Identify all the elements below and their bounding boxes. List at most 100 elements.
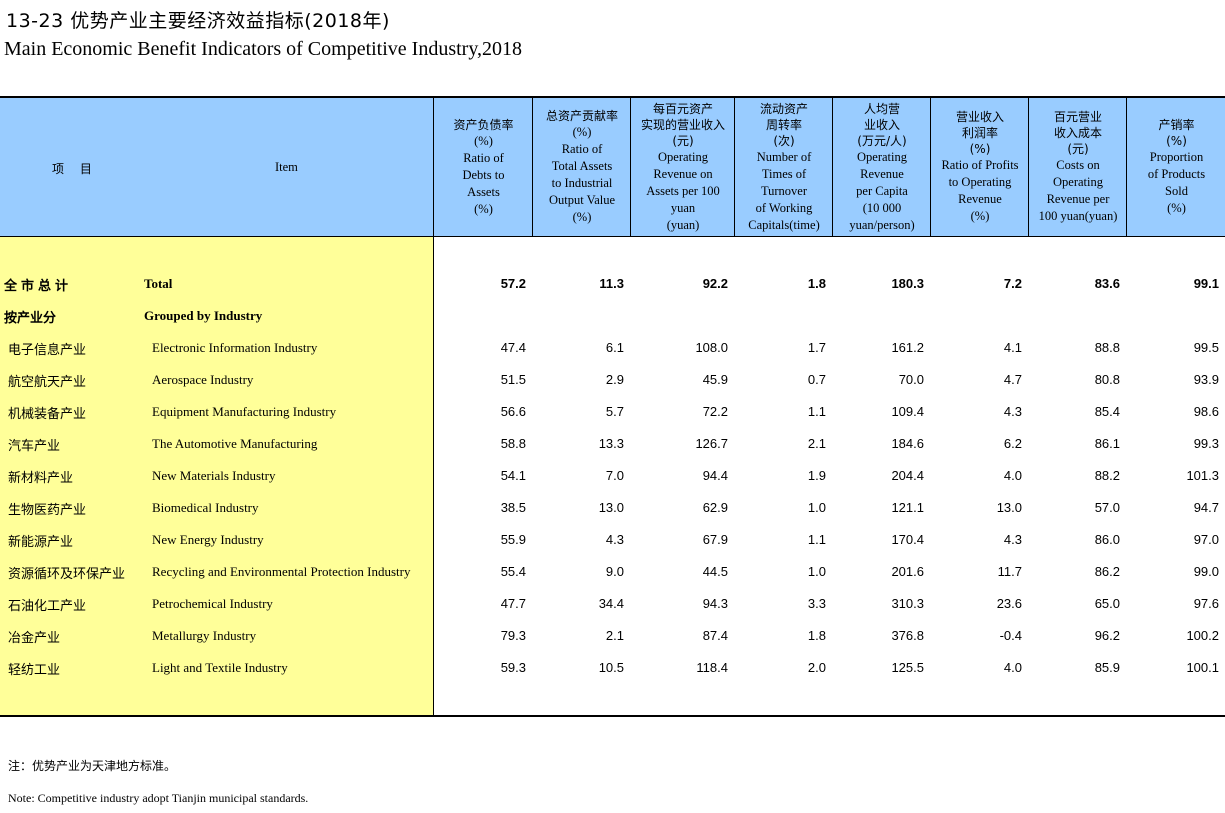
header-col-4-en-line: Times of bbox=[761, 166, 807, 181]
table-top-rule bbox=[0, 96, 1225, 98]
cell-value: 4.3 bbox=[1003, 404, 1022, 419]
header-col-4-en-line: Number of bbox=[756, 149, 812, 164]
row-label-en: Equipment Manufacturing Industry bbox=[152, 404, 337, 419]
header-col-5-en-line: (10 000 bbox=[862, 200, 902, 215]
cell-value: 13.0 bbox=[996, 500, 1022, 515]
header-col-5-cn-line: 人均营 bbox=[863, 101, 900, 116]
cell-value: 100.2 bbox=[1186, 628, 1219, 643]
header-col-2-en-line: Output Value bbox=[548, 193, 616, 207]
header-col-4-cn-line: 流动资产 bbox=[759, 101, 808, 116]
header-col-1-en-line: Debts to bbox=[462, 167, 505, 182]
cell-value: 2.1 bbox=[605, 628, 624, 643]
table-header: 项 目 Item 资产负债率 (%) Ratio of Debts to Assets(… bbox=[0, 98, 1225, 237]
header-col-7-cn-line: (元) bbox=[1067, 142, 1089, 156]
header-col-5: 人均营 业收入 (万元/人) Operating Revenue per Capita (1… bbox=[832, 98, 931, 236]
cell-value: 108.0 bbox=[695, 340, 728, 355]
row-label-en: Biomedical Industry bbox=[152, 500, 259, 515]
row-label-en: Total bbox=[144, 276, 173, 291]
cell-value: 58.8 bbox=[500, 436, 526, 451]
cell-value: 13.3 bbox=[598, 436, 624, 451]
cell-value: 170.4 bbox=[891, 532, 924, 547]
cell-value: 85.9 bbox=[1094, 660, 1120, 675]
table-row: 轻纺工业 Light and Textile Industry 59.3 10.5 11… bbox=[0, 652, 1225, 684]
header-col-7-en-line: 100 yuan(yuan) bbox=[1038, 209, 1118, 223]
cell-value: 79.3 bbox=[500, 628, 526, 643]
header-col-8-en-line: (%) bbox=[1167, 201, 1186, 215]
header-col-7-cn-line: 收入成本 bbox=[1053, 126, 1102, 140]
cell-value: 4.1 bbox=[1003, 340, 1022, 355]
cell-value: 87.4 bbox=[702, 628, 728, 643]
header-col-4-cn-line: (次) bbox=[773, 133, 795, 148]
header-col-5-en-line: Revenue bbox=[860, 166, 904, 181]
header-col-1-en-line: Assets bbox=[467, 184, 500, 199]
footnote-en: Note: Competitive industry adopt Tianjin… bbox=[8, 791, 309, 805]
table-row: 航空航天产业 Aerospace Industry 51.5 2.9 45.9 0.7 70… bbox=[0, 364, 1225, 396]
cell-value: 161.2 bbox=[891, 340, 924, 355]
header-col-8-cn-line: (%) bbox=[1166, 134, 1187, 148]
header-col-1: 资产负债率 (%) Ratio of Debts to Assets (%) bbox=[433, 98, 533, 236]
page-title-cn: 13-23 优势产业主要经济效益指标(2018年) bbox=[6, 10, 390, 32]
cell-value: 118.4 bbox=[696, 660, 728, 675]
cell-value: 99.3 bbox=[1193, 436, 1219, 451]
cell-value: 1.7 bbox=[807, 340, 826, 355]
cell-value: 86.0 bbox=[1094, 532, 1120, 547]
cell-value: 47.7 bbox=[500, 596, 526, 611]
cell-value: 97.6 bbox=[1193, 596, 1219, 611]
table-bottom-rule bbox=[0, 715, 1225, 717]
header-col-7-en-line: Operating bbox=[1053, 175, 1103, 189]
cell-value: 47.4 bbox=[500, 340, 526, 355]
cell-value: 80.8 bbox=[1094, 372, 1120, 387]
row-label-en: New Materials Industry bbox=[152, 468, 276, 483]
header-col-8-en-line: of Products bbox=[1147, 167, 1206, 181]
header-col-2: 总资产贡献率 (%) Ratio of Total Assets to Industri… bbox=[532, 98, 631, 236]
cell-value: 96.2 bbox=[1094, 628, 1120, 643]
cell-value: 54.1 bbox=[500, 468, 526, 483]
header-col-4-en-line: Turnover bbox=[760, 183, 808, 198]
row-label-cn: 新能源产业 bbox=[8, 535, 74, 550]
cell-value: 1.8 bbox=[807, 628, 826, 643]
row-label-en: The Automotive Manufacturing bbox=[152, 436, 318, 451]
table-row: 按产业分 Grouped by Industry bbox=[0, 300, 1225, 332]
row-label-en: Light and Textile Industry bbox=[152, 660, 288, 675]
header-col-2-en-line: (%) bbox=[572, 210, 592, 224]
cell-value: 7.2 bbox=[1003, 276, 1022, 291]
row-label-cn: 生物医药产业 bbox=[8, 503, 87, 518]
table-row: 资源循环及环保产业 Recycling and Environmental Pro… bbox=[0, 556, 1225, 588]
cell-value: 62.9 bbox=[702, 500, 728, 515]
cell-value: 57.0 bbox=[1094, 500, 1120, 515]
header-col-3-en-line: yuan bbox=[670, 200, 696, 215]
cell-value: 99.0 bbox=[1193, 564, 1219, 579]
cell-value: 3.3 bbox=[807, 596, 826, 611]
header-col-3: 每百元资产 实现的营业收入 (元) Operating Revenue on Assets… bbox=[630, 98, 735, 236]
cell-value: 6.2 bbox=[1003, 436, 1022, 451]
header-col-5-en-line: per Capita bbox=[856, 183, 908, 198]
row-label-cn: 机械装备产业 bbox=[8, 407, 87, 422]
header-col-3-en-line: (yuan) bbox=[666, 217, 700, 232]
header-col-6-en-line: Revenue bbox=[958, 192, 1002, 206]
cell-value: 94.7 bbox=[1193, 500, 1219, 515]
cell-value: 5.7 bbox=[605, 404, 624, 419]
header-col-8-en-line: Proportion bbox=[1149, 150, 1204, 164]
cell-value: 88.2 bbox=[1094, 468, 1120, 483]
header-col-2-en-line: (%) bbox=[572, 125, 592, 139]
cell-value: 38.5 bbox=[500, 500, 526, 515]
cell-value: 65.0 bbox=[1094, 596, 1120, 611]
cell-value: 99.5 bbox=[1193, 340, 1219, 355]
cell-value: 6.1 bbox=[605, 340, 624, 355]
header-col-3-cn-line: (元) bbox=[672, 133, 694, 148]
cell-value: 67.9 bbox=[702, 532, 728, 547]
cell-value: 204.4 bbox=[891, 468, 924, 483]
cell-value: 94.4 bbox=[702, 468, 728, 483]
cell-value: 51.5 bbox=[500, 372, 526, 387]
cell-value: 1.9 bbox=[807, 468, 826, 483]
header-col-5-en-line: Operating bbox=[857, 149, 907, 164]
header-col-6-en-line: (%) bbox=[970, 209, 990, 223]
header-item-en: Item bbox=[275, 160, 298, 174]
table-row: 新材料产业 New Materials Industry 54.1 7.0 94.4 1.… bbox=[0, 460, 1225, 492]
page-title-en: Main Economic Benefit Indicators of Comp… bbox=[4, 38, 523, 60]
row-label-en: New Energy Industry bbox=[152, 532, 264, 547]
header-col-6: 营业收入 利润率 (%) Ratio of Profits to Operating Re… bbox=[930, 98, 1029, 236]
cell-value: 1.1 bbox=[807, 404, 826, 419]
cell-value: 93.9 bbox=[1193, 372, 1219, 387]
cell-value: 126.7 bbox=[695, 436, 728, 451]
